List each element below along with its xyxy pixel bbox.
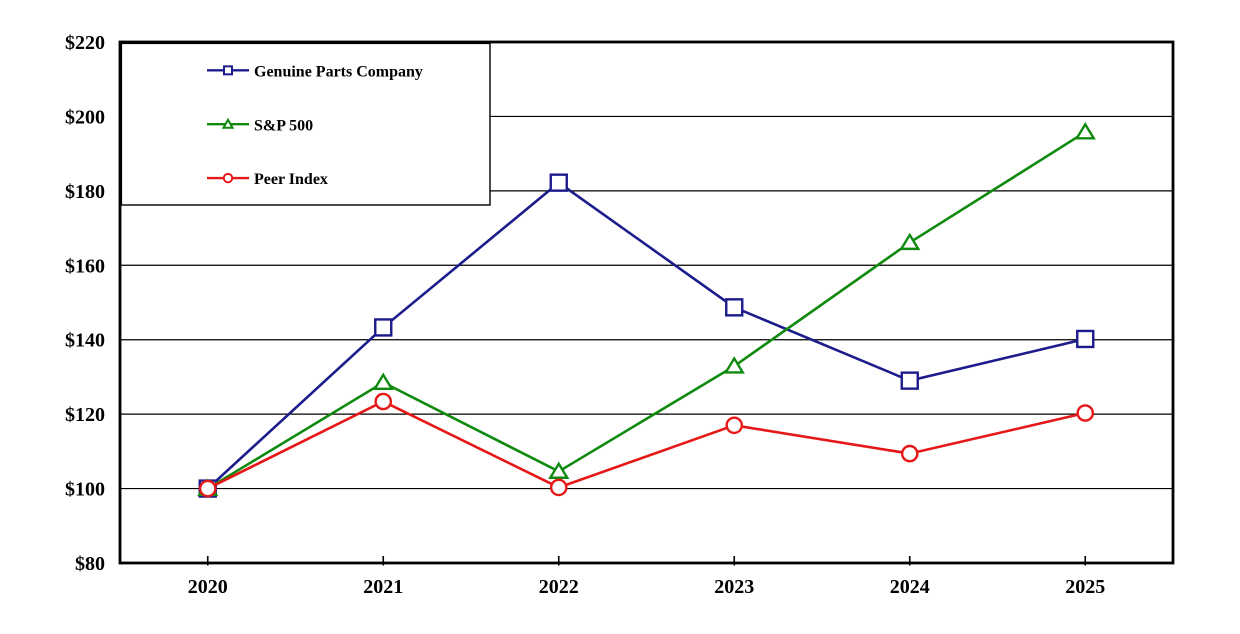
- data-point-peer-index-2025: [1076, 404, 1095, 422]
- legend-square-icon: [223, 65, 233, 76]
- series-peer-index: [198, 392, 1095, 498]
- x-axis-tick-label: 2024: [890, 576, 930, 598]
- data-point-s-p-500-2022: [548, 461, 570, 479]
- legend-label: Peer Index: [254, 171, 328, 188]
- y-axis-tick-label: $120: [65, 404, 105, 426]
- legend-item-s-p-500: S&P 500: [207, 117, 313, 134]
- legend: Genuine Parts Company S&P 500 Peer Index: [120, 42, 491, 206]
- x-axis-tick-label: 2020: [188, 576, 228, 598]
- y-axis-tick-label: $100: [65, 479, 105, 501]
- legend-circle-icon: [222, 172, 234, 184]
- data-point-genuine-parts-company-2022: [549, 173, 568, 192]
- y-axis-tick-label: $80: [75, 553, 105, 575]
- legend-triangle-icon: [221, 117, 235, 129]
- plot-border: [118, 40, 1175, 565]
- data-point-s-p-500-2024: [899, 232, 921, 251]
- data-point-genuine-parts-company-2023: [725, 298, 744, 317]
- legend-item-peer-index: Peer Index: [207, 171, 328, 188]
- data-point-genuine-parts-company-2025: [1076, 329, 1095, 349]
- y-axis-tick-label: $160: [65, 255, 105, 277]
- x-axis-tick-label: 2023: [714, 576, 754, 598]
- legend-item-genuine-parts-company: Genuine Parts Company: [207, 63, 423, 80]
- legend-box: [120, 42, 491, 206]
- x-axis-tick-label: 2021: [363, 576, 403, 598]
- legend-label: Genuine Parts Company: [254, 63, 423, 80]
- data-point-s-p-500-2025: [1074, 122, 1096, 140]
- x-axis-tick-label: 2022: [539, 576, 579, 598]
- series-line-s-p-500: [207, 130, 1086, 490]
- data-point-s-p-500-2023: [723, 356, 745, 374]
- legend-label: S&P 500: [254, 117, 313, 134]
- data-point-peer-index-2024: [900, 444, 919, 463]
- data-point-genuine-parts-company-2021: [374, 318, 393, 337]
- y-axis-tick-label: $220: [65, 32, 105, 54]
- data-point-s-p-500-2021: [372, 372, 394, 391]
- data-point-genuine-parts-company-2024: [900, 371, 919, 390]
- series-line-genuine-parts-company: [206, 181, 1086, 490]
- y-axis-tick-label: $180: [65, 181, 105, 203]
- y-axis-tick-label: $140: [65, 330, 105, 352]
- x-axis-tick-label: 2025: [1065, 576, 1105, 598]
- data-point-peer-index-2023: [725, 416, 744, 435]
- data-point-peer-index-2021: [374, 392, 393, 411]
- y-axis-tick-label: $200: [65, 106, 105, 128]
- series-line-peer-index: [207, 400, 1086, 490]
- data-point-peer-index-2020: [198, 479, 217, 498]
- data-point-peer-index-2022: [549, 478, 568, 497]
